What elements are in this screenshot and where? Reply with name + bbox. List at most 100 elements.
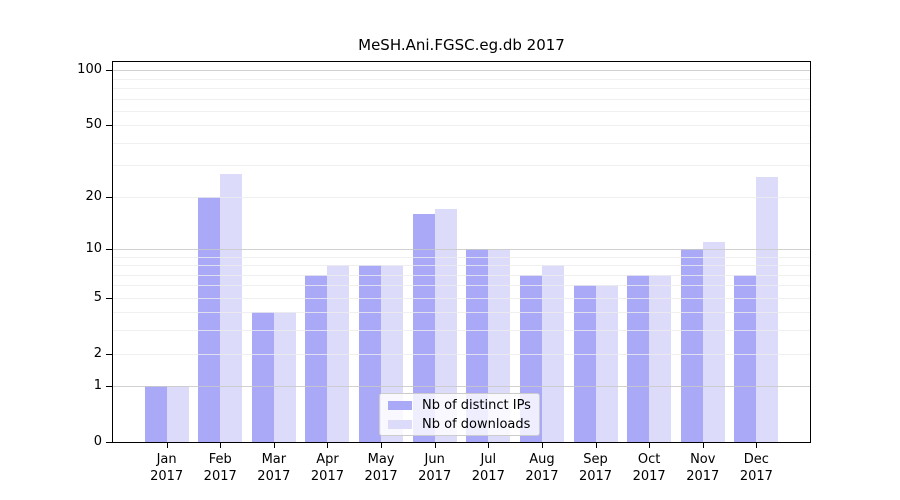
- y-tick-label-100: 100: [77, 62, 102, 78]
- legend-row-distinct-ips: Nb of distinct IPs: [388, 398, 531, 413]
- x-tick-label-apr: Apr 2017: [297, 451, 357, 485]
- legend-swatch-distinct-ips: [388, 400, 412, 410]
- x-tick-year: 2017: [578, 469, 613, 484]
- bar-downloads-mar: [273, 312, 296, 442]
- minor-gridline-40: [113, 142, 810, 144]
- y-tick-5: [106, 297, 112, 299]
- x-tick-month: Mar: [261, 452, 287, 467]
- bar-distinct-ips-jan: [144, 386, 167, 442]
- x-tick-nov: [702, 442, 704, 448]
- x-tick-year: 2017: [203, 469, 237, 484]
- y-tick-0: [106, 442, 112, 443]
- bar-downloads-apr: [327, 265, 350, 442]
- bar-distinct-ips-sep: [573, 285, 596, 442]
- legend-swatch-downloads: [388, 419, 412, 429]
- x-tick-year: 2017: [257, 469, 291, 484]
- x-tick-apr: [327, 442, 329, 448]
- legend: Nb of distinct IPs Nb of downloads: [379, 393, 540, 436]
- y-tick-2: [106, 353, 112, 355]
- x-tick-year: 2017: [310, 469, 344, 484]
- y-tick-label-20: 20: [85, 188, 102, 204]
- x-tick-label-may: May 2017: [351, 451, 411, 485]
- x-tick-year: 2017: [471, 469, 505, 484]
- y-tick-label-5: 5: [93, 289, 102, 305]
- bar-distinct-ips-nov: [680, 248, 703, 442]
- x-tick-label-aug: Aug 2017: [512, 451, 572, 485]
- bar-distinct-ips-oct: [627, 274, 650, 442]
- legend-row-downloads: Nb of downloads: [388, 417, 531, 432]
- x-tick-mar: [273, 442, 275, 448]
- minor-gridline-50: [113, 125, 810, 127]
- bar-downloads-feb: [220, 173, 243, 442]
- x-tick-year: 2017: [418, 469, 452, 484]
- x-tick-month: Apr: [316, 452, 339, 467]
- y-tick-20: [106, 196, 112, 198]
- bar-distinct-ips-apr: [305, 274, 328, 442]
- x-tick-feb: [220, 442, 222, 448]
- y-tick-label-1: 1: [93, 378, 102, 394]
- bar-distinct-ips-dec: [734, 274, 757, 442]
- x-tick-label-mar: Mar 2017: [244, 451, 304, 485]
- x-tick-label-feb: Feb 2017: [190, 451, 250, 485]
- x-tick-month: Jun: [424, 452, 445, 467]
- y-tick-label-10: 10: [85, 240, 102, 256]
- x-tick-year: 2017: [739, 469, 773, 484]
- bar-downloads-nov: [702, 241, 725, 442]
- y-tick-label-50: 50: [85, 117, 102, 133]
- chart-title: MeSH.Ani.FGSC.eg.db 2017: [358, 36, 565, 54]
- x-tick-month: Dec: [743, 452, 769, 467]
- y-tick-100: [106, 70, 112, 72]
- bar-downloads-jan: [166, 386, 189, 442]
- y-tick-50: [106, 125, 112, 127]
- plot-area: Nb of distinct IPs Nb of downloads: [112, 61, 811, 443]
- x-tick-month: May: [367, 452, 395, 467]
- x-tick-label-sep: Sep 2017: [566, 451, 626, 485]
- x-tick-year: 2017: [525, 469, 559, 484]
- x-tick-jul: [488, 442, 490, 448]
- x-tick-jan: [166, 442, 168, 448]
- bar-distinct-ips-jun: [412, 213, 435, 442]
- minor-gridline-30: [113, 165, 810, 167]
- bar-downloads-oct: [649, 274, 672, 442]
- x-tick-year: 2017: [632, 469, 666, 484]
- bar-downloads-jun: [434, 209, 457, 442]
- minor-gridline-90: [113, 78, 810, 80]
- x-tick-year: 2017: [686, 469, 720, 484]
- y-tick-label-0: 0: [93, 434, 102, 449]
- minor-gridline-80: [113, 88, 810, 90]
- bar-downloads-sep: [595, 285, 618, 442]
- x-tick-label-oct: Oct 2017: [619, 451, 679, 485]
- x-tick-label-jan: Jan 2017: [137, 451, 197, 485]
- x-tick-month: Nov: [690, 452, 716, 467]
- y-tick-10: [106, 248, 112, 250]
- x-tick-may: [381, 442, 383, 448]
- minor-gridline-60: [113, 110, 810, 112]
- bar-distinct-ips-may: [359, 265, 382, 442]
- x-tick-label-nov: Nov 2017: [673, 451, 733, 485]
- bar-downloads-aug: [541, 265, 564, 442]
- x-tick-oct: [649, 442, 651, 448]
- x-tick-month: Jan: [156, 452, 177, 467]
- x-tick-label-jun: Jun 2017: [405, 451, 465, 485]
- x-tick-year: 2017: [150, 469, 184, 484]
- x-tick-month: Jul: [480, 452, 497, 467]
- legend-label-downloads: Nb of downloads: [422, 416, 531, 432]
- bar-distinct-ips-mar: [251, 312, 274, 442]
- x-tick-sep: [595, 442, 597, 448]
- x-tick-jun: [434, 442, 436, 448]
- x-tick-aug: [541, 442, 543, 448]
- y-tick-label-2: 2: [93, 345, 102, 361]
- legend-label-distinct-ips: Nb of distinct IPs: [422, 397, 531, 413]
- major-gridline-100: [113, 70, 810, 72]
- x-tick-month: Oct: [637, 452, 661, 467]
- x-tick-month: Aug: [529, 452, 555, 467]
- minor-gridline-70: [113, 98, 810, 100]
- x-tick-year: 2017: [364, 469, 398, 484]
- x-tick-label-dec: Dec 2017: [726, 451, 786, 485]
- bar-distinct-ips-feb: [198, 196, 221, 442]
- x-tick-month: Feb: [208, 452, 232, 467]
- bar-downloads-dec: [756, 176, 779, 442]
- x-tick-dec: [756, 442, 758, 448]
- x-tick-label-jul: Jul 2017: [458, 451, 518, 485]
